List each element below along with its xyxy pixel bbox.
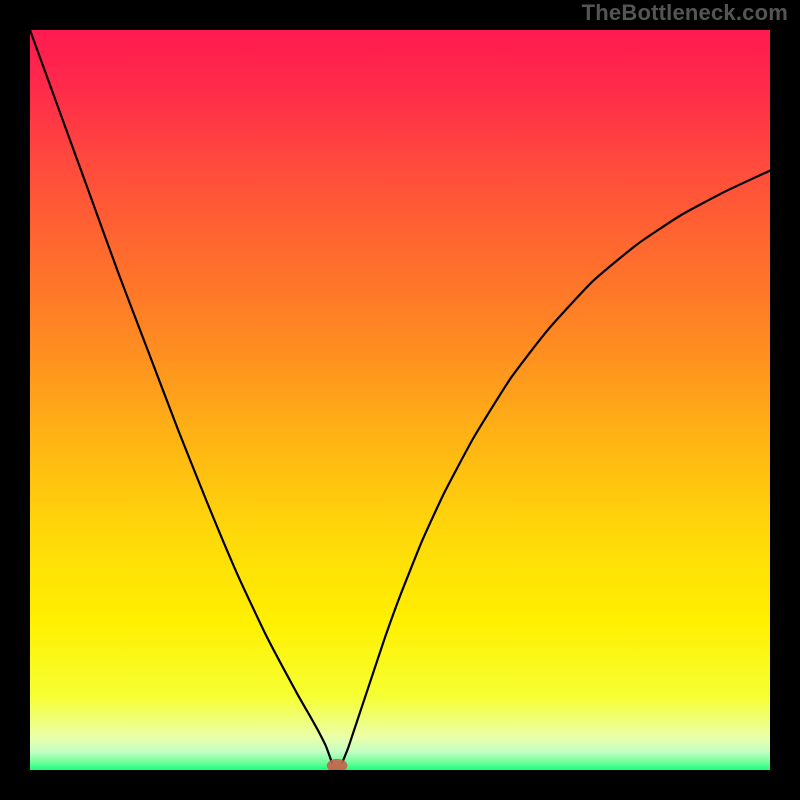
chart-svg — [30, 30, 770, 770]
chart-frame: TheBottleneck.com — [0, 0, 800, 800]
chart-plot-area — [30, 30, 770, 770]
watermark-label: TheBottleneck.com — [582, 0, 788, 26]
chart-background — [30, 30, 770, 770]
